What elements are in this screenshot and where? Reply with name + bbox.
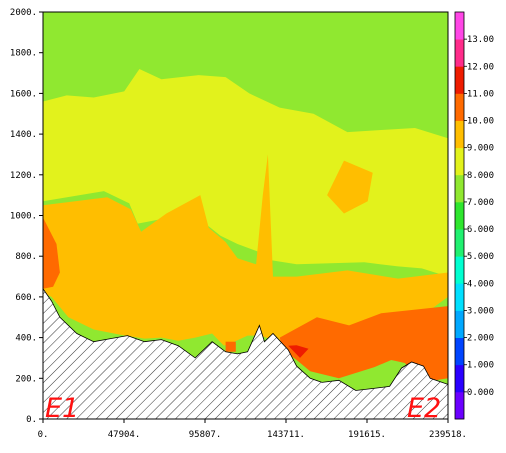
- colorbar-tick-label: 6.000: [467, 225, 494, 235]
- colorbar-segment: [455, 120, 464, 149]
- colorbar-segment: [455, 174, 464, 203]
- colorbar-segment: [455, 283, 464, 311]
- colorbar-segment: [455, 364, 464, 393]
- colorbar-tick-label: 9.000: [467, 144, 494, 154]
- contour-band-10-11-0: [288, 345, 309, 358]
- colorbar-segment: [455, 256, 464, 284]
- contour-band-8-9-4: [43, 154, 448, 352]
- colorbar-tick-label: 0.000: [467, 388, 494, 398]
- colorbar-segment: [455, 310, 464, 338]
- colorbar-tick-label: 7.000: [467, 198, 494, 208]
- y-tick-label: 800.: [15, 252, 37, 262]
- colorbar-tick-label: 5.000: [467, 252, 494, 262]
- colorbar-tick-label: 1.000: [467, 361, 494, 371]
- colorbar-tick-label: 10.00: [467, 117, 494, 127]
- colorbar-segment: [455, 147, 464, 176]
- colorbar-tick-label: 13.00: [467, 35, 494, 45]
- contour-band-9-10-3: [279, 306, 448, 383]
- colorbar-tick-label: 4.000: [467, 279, 494, 289]
- y-tick-label: 0.: [26, 415, 37, 425]
- contour-band-9-10-1: [43, 217, 60, 289]
- y-tick-label: 400.: [15, 334, 37, 344]
- x-tick-label: 95807.: [189, 430, 222, 440]
- colorbar-segment: [455, 337, 464, 366]
- plot-area: [43, 12, 448, 419]
- terrain-hatched-area: [43, 288, 448, 419]
- colorbar-tick-label: 12.00: [467, 62, 494, 72]
- y-tick-label: 1400.: [10, 130, 37, 140]
- x-axis: 0. 47904. 95807. 143711. 191615. 239518.: [38, 419, 467, 440]
- colorbar-segment: [455, 12, 464, 40]
- colorbar-segment: [455, 39, 464, 67]
- contour-band-9-10-2: [225, 341, 236, 352]
- y-tick-label: 2000.: [10, 8, 37, 18]
- colorbar-segment: [455, 201, 464, 230]
- colorbar-segment: [455, 391, 464, 420]
- y-tick-label: 1800.: [10, 49, 37, 59]
- colorbar-segment: [455, 229, 464, 257]
- colorbar-segment: [455, 66, 464, 94]
- y-axis: 0. 200. 400. 600. 800. 1000. 1200. 1400. 1600. 18…: [10, 8, 43, 425]
- colorbar: 0.000 1.000 2.000 3.000 4.000 5.000 6.000 7.000…: [454, 11, 494, 420]
- x-tick-label: 0.: [38, 430, 49, 440]
- x-tick-label: 239518.: [429, 430, 467, 440]
- contour-band-7-8-6: [43, 69, 448, 277]
- y-tick-label: 600.: [15, 293, 37, 303]
- endpoint-label-e1: E1: [45, 393, 79, 424]
- y-tick-label: 1200.: [10, 171, 37, 181]
- x-tick-label: 143711.: [267, 430, 305, 440]
- y-tick-label: 200.: [15, 374, 37, 384]
- y-tick-label: 1000.: [10, 212, 37, 222]
- colorbar-tick-label: 2.000: [467, 334, 494, 344]
- x-tick-label: 47904.: [108, 430, 141, 440]
- colorbar-frame: [454, 11, 465, 420]
- y-tick-label: 1600.: [10, 89, 37, 99]
- x-tick-label: 191615.: [348, 430, 386, 440]
- contour-band-8-9-5: [327, 160, 373, 214]
- contour-bands: [43, 12, 448, 419]
- colorbar-tick-label: 3.000: [467, 306, 494, 316]
- colorbar-tick-label: 8.000: [467, 171, 494, 181]
- colorbar-segment: [455, 93, 464, 121]
- colorbar-tick-label: 11.00: [467, 89, 494, 99]
- endpoint-label-e2: E2: [407, 393, 441, 424]
